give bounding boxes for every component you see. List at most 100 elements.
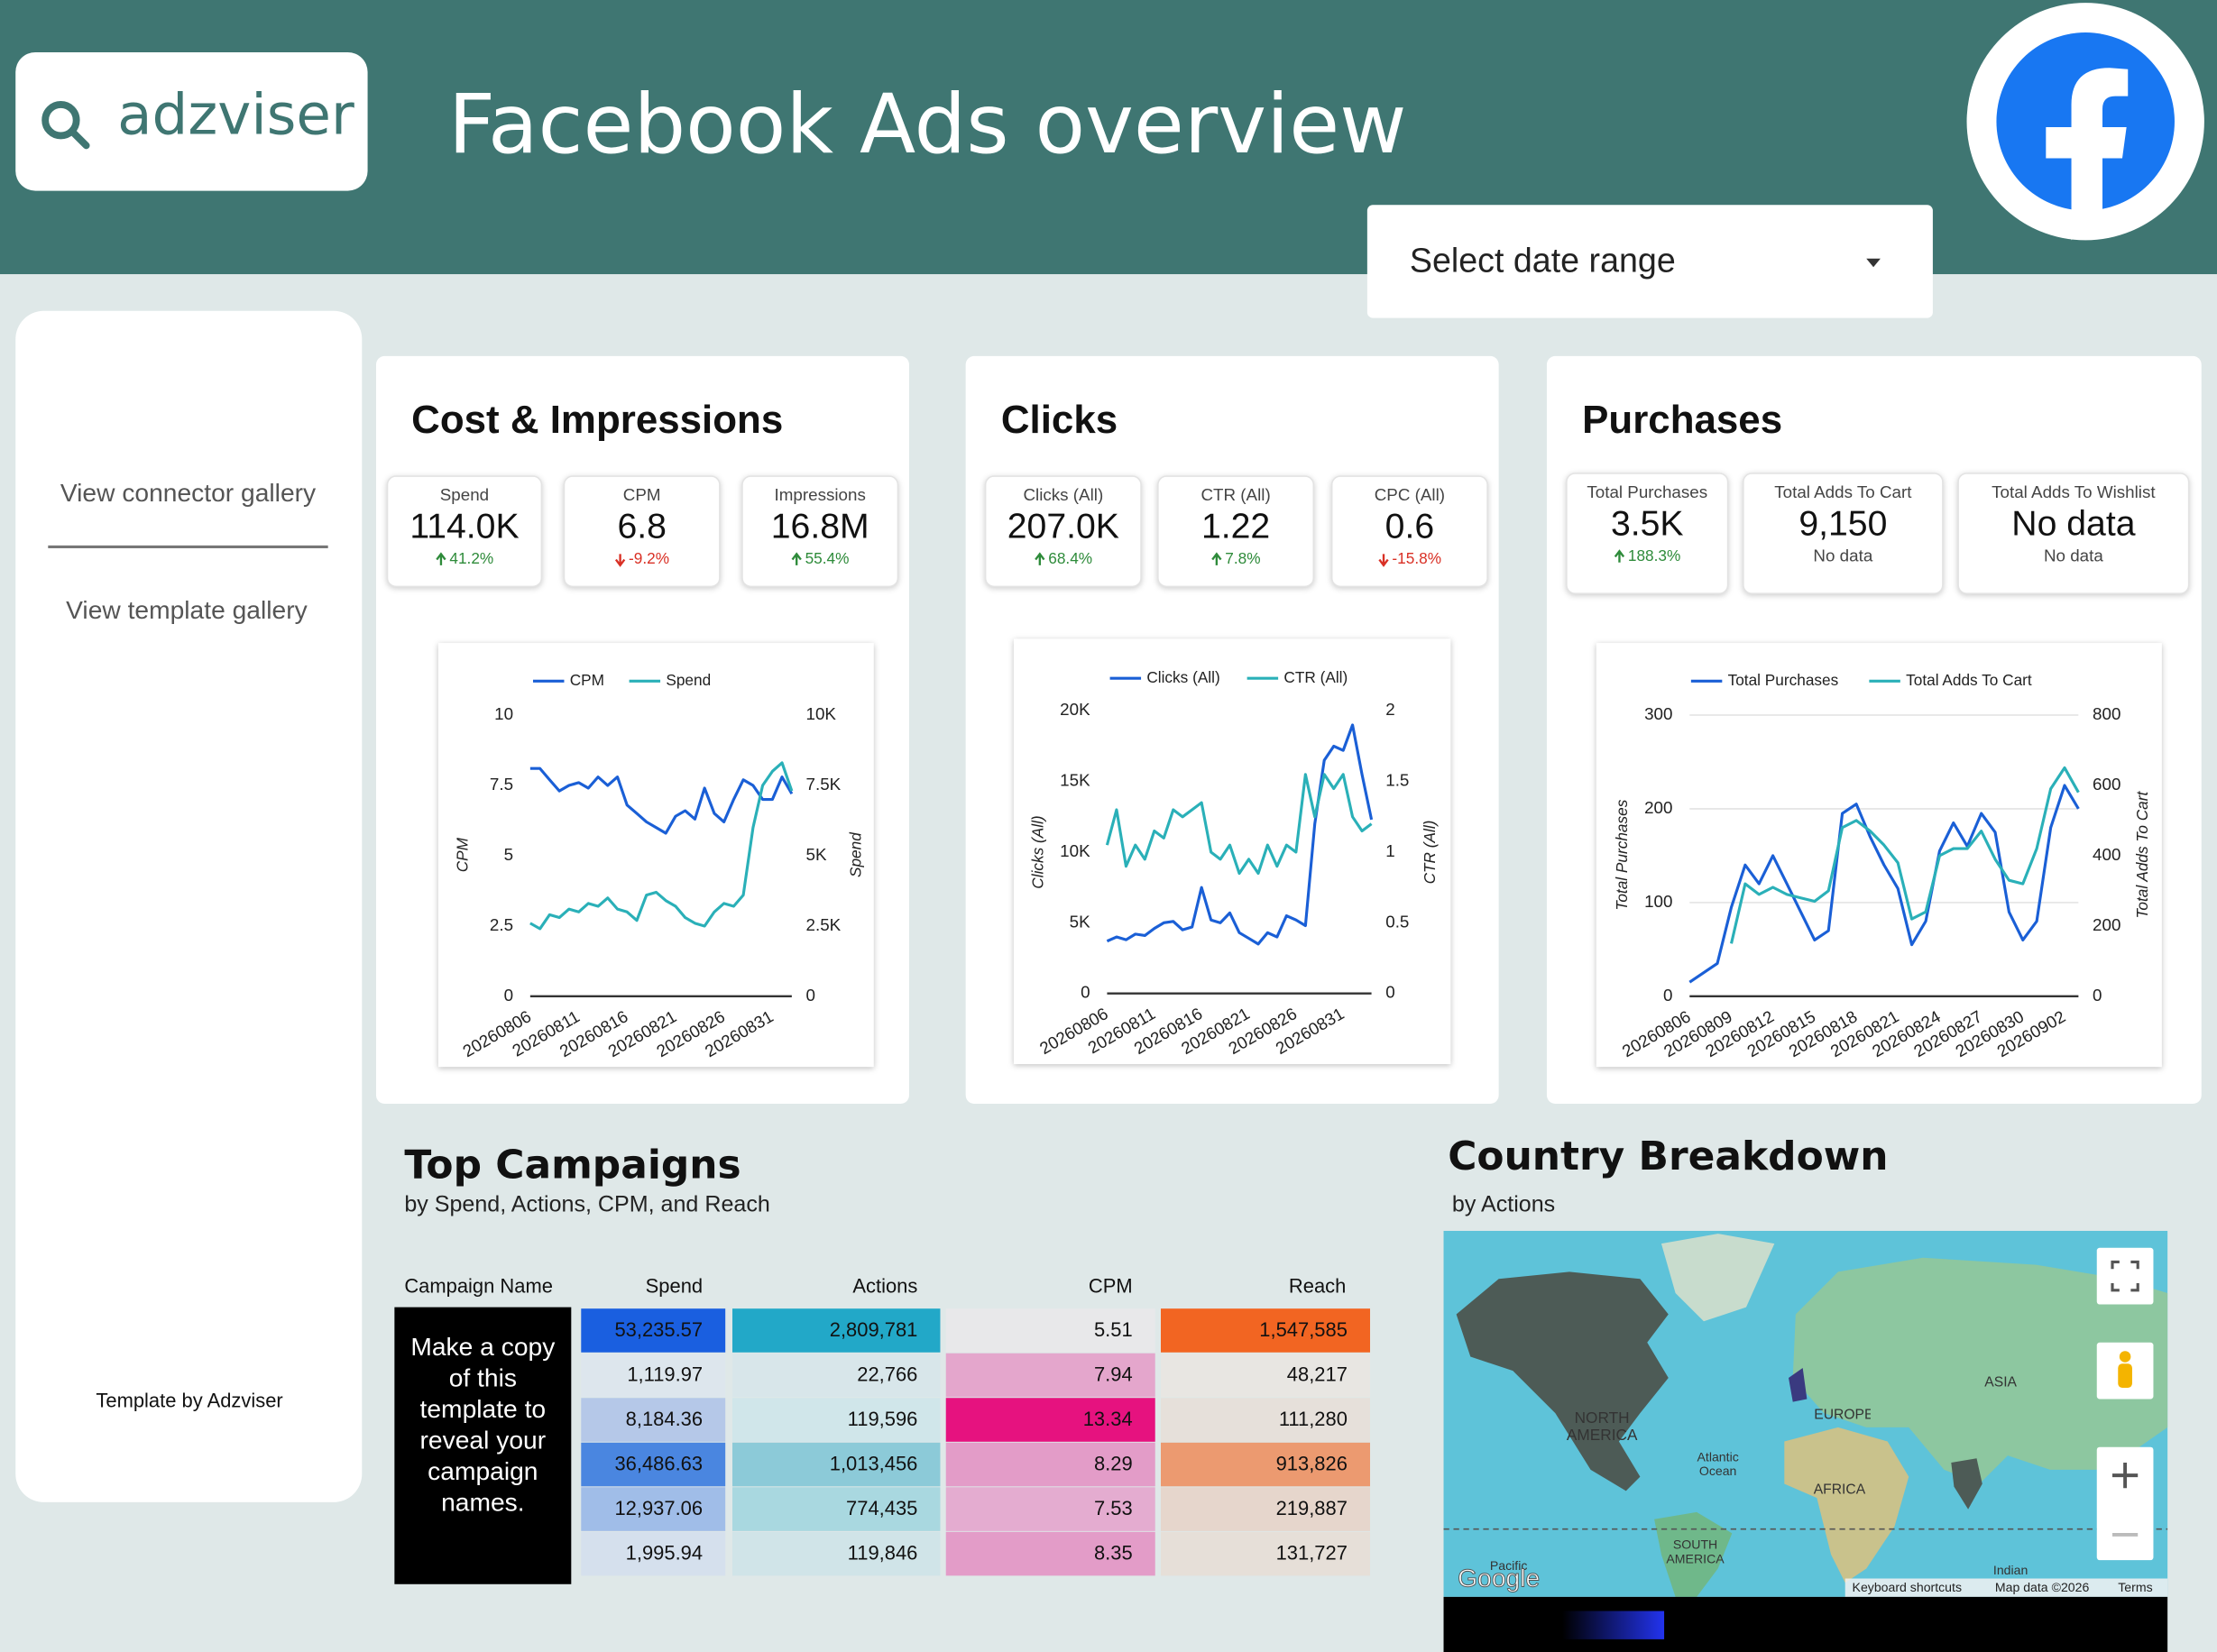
map-fullscreen[interactable] <box>2096 1247 2154 1305</box>
map-label-box: EUROPE <box>1814 1408 1871 1423</box>
table-value: 13.34 <box>1083 1408 1133 1430</box>
y-tick-label: 20K <box>1060 700 1090 719</box>
y-tick-label: 5 <box>504 845 513 864</box>
kpi-label: Total Purchases <box>1587 482 1707 501</box>
table-cell <box>581 1353 726 1398</box>
kpi-value: No data <box>2011 504 2135 543</box>
map-label-box: NORTH AMERICA <box>1566 1410 1638 1445</box>
y2-axis-title: Total Adds To Cart <box>2133 791 2151 919</box>
kpi-delta: 68.4% <box>1048 549 1092 567</box>
date-range-dropdown[interactable] <box>1366 205 1933 318</box>
kpi-card <box>741 475 899 588</box>
map-label-box: Atlantic Ocean <box>1697 1450 1738 1478</box>
page-title: Facebook Ads overview <box>448 78 1407 172</box>
kpi-note: No data <box>2044 546 2103 564</box>
kpi-value: 207.0K <box>1007 507 1119 546</box>
map-label: NORTH AMERICA <box>1566 1410 1638 1445</box>
table-cell <box>1161 1442 1371 1487</box>
y2-tick-label: 0 <box>1385 983 1394 1002</box>
y-tick-label: 15K <box>1060 771 1090 790</box>
map-label: Pacific <box>1489 1558 1528 1574</box>
map-land <box>1456 1271 1669 1491</box>
kpi-card <box>1157 475 1315 588</box>
y-tick-label: 300 <box>1644 704 1672 723</box>
logo-icon <box>69 127 90 150</box>
kpi-value: 1.22 <box>1201 507 1270 546</box>
table-value: 7.94 <box>1094 1363 1133 1386</box>
legend-label: CTR (All) <box>1283 668 1348 686</box>
column-header: Spend <box>646 1274 703 1297</box>
table-value: 12,937.06 <box>614 1497 703 1519</box>
map-land <box>1654 1511 1733 1597</box>
table-cell <box>732 1308 941 1353</box>
map-legend-bar <box>1443 1596 2168 1652</box>
logo-text: adzviser <box>117 82 354 148</box>
kpi-card <box>984 475 1142 588</box>
kpi-value: 16.8M <box>771 507 869 546</box>
y2-tick-label: 2 <box>1385 700 1394 719</box>
fullscreen-icon <box>2111 1260 2139 1292</box>
kpi-delta: 41.2% <box>449 549 493 567</box>
legend-label: CPM <box>570 671 604 689</box>
pegman-icon <box>2119 1351 2131 1363</box>
map-label-box: Indian <box>1992 1563 2028 1577</box>
table-value: 1,119.97 <box>627 1363 703 1386</box>
map-land <box>1789 1368 1808 1402</box>
table-value: 119,846 <box>848 1542 918 1565</box>
column-header: CPM <box>1089 1274 1133 1297</box>
map-label-box: Pacific <box>1489 1558 1528 1574</box>
y2-tick-label: 2.5K <box>806 915 842 934</box>
table-value: 8.35 <box>1094 1542 1133 1565</box>
y-tick-label: 200 <box>1644 798 1672 817</box>
y-tick-label: 100 <box>1644 892 1672 911</box>
map-land <box>1951 1458 1982 1510</box>
map-zoom[interactable] <box>2096 1446 2154 1561</box>
table-value: 774,435 <box>846 1497 917 1519</box>
kpi-label: CTR (All) <box>1200 485 1270 504</box>
trend-arrow <box>1614 549 1625 563</box>
map-footer-link: Keyboard shortcuts <box>1853 1580 1962 1594</box>
kpi-card <box>1566 473 1729 594</box>
y-tick-label: 5K <box>1070 912 1090 931</box>
table-cell <box>945 1487 1155 1531</box>
table-value: 36,486.63 <box>614 1453 703 1475</box>
legend-label: Clicks (All) <box>1146 668 1219 686</box>
section-title: Country Breakdown <box>1448 1133 1888 1179</box>
table-cell <box>1161 1531 1371 1576</box>
y2-tick-label: 0 <box>806 986 815 1005</box>
section-subtitle: by Actions <box>1452 1191 1555 1216</box>
table-cell <box>1161 1487 1371 1531</box>
dropdown-arrow <box>1866 258 1881 268</box>
table-cell <box>732 1531 941 1576</box>
table-cell <box>945 1442 1155 1487</box>
kpi-value: 114.0K <box>409 507 519 546</box>
table-cell <box>581 1308 726 1353</box>
campaign-name-placeholder-box: Make a copy of this template to reveal y… <box>410 1332 556 1517</box>
map-label: SOUTH AMERICA <box>1666 1537 1725 1566</box>
map-label-box: ASIA <box>1984 1375 2017 1390</box>
kpi-card <box>1743 473 1944 594</box>
table-cell <box>945 1353 1155 1398</box>
y2-tick-label: 1 <box>1385 841 1394 860</box>
kpi-value: 6.8 <box>617 507 666 546</box>
kpi-delta: 7.8% <box>1225 549 1260 567</box>
y-tick-label: 7.5 <box>490 775 513 794</box>
map[interactable] <box>1443 1230 2168 1597</box>
table-cell <box>732 1353 941 1398</box>
sidebar-link[interactable]: View connector gallery <box>60 478 317 507</box>
legend-label: Total Purchases <box>1728 671 1839 689</box>
logo-box[interactable] <box>15 51 368 191</box>
map-label: Indian <box>1992 1563 2028 1577</box>
y2-tick-label: 1.5 <box>1385 771 1409 790</box>
zoom-in-icon <box>2111 1463 2139 1489</box>
kpi-label: Spend <box>440 485 489 504</box>
table-value: 53,235.57 <box>614 1318 703 1341</box>
sidebar-link[interactable]: View template gallery <box>66 595 308 624</box>
map-footer-link: Map data ©2026 <box>1995 1580 2090 1594</box>
kpi-delta: 55.4% <box>805 549 850 567</box>
campaign-name-cell <box>394 1307 572 1584</box>
campaign-name-placeholder: Make a copy of this template to reveal y… <box>410 1332 556 1517</box>
kpi-delta: -15.8% <box>1392 549 1441 567</box>
kpi-card <box>563 475 721 588</box>
